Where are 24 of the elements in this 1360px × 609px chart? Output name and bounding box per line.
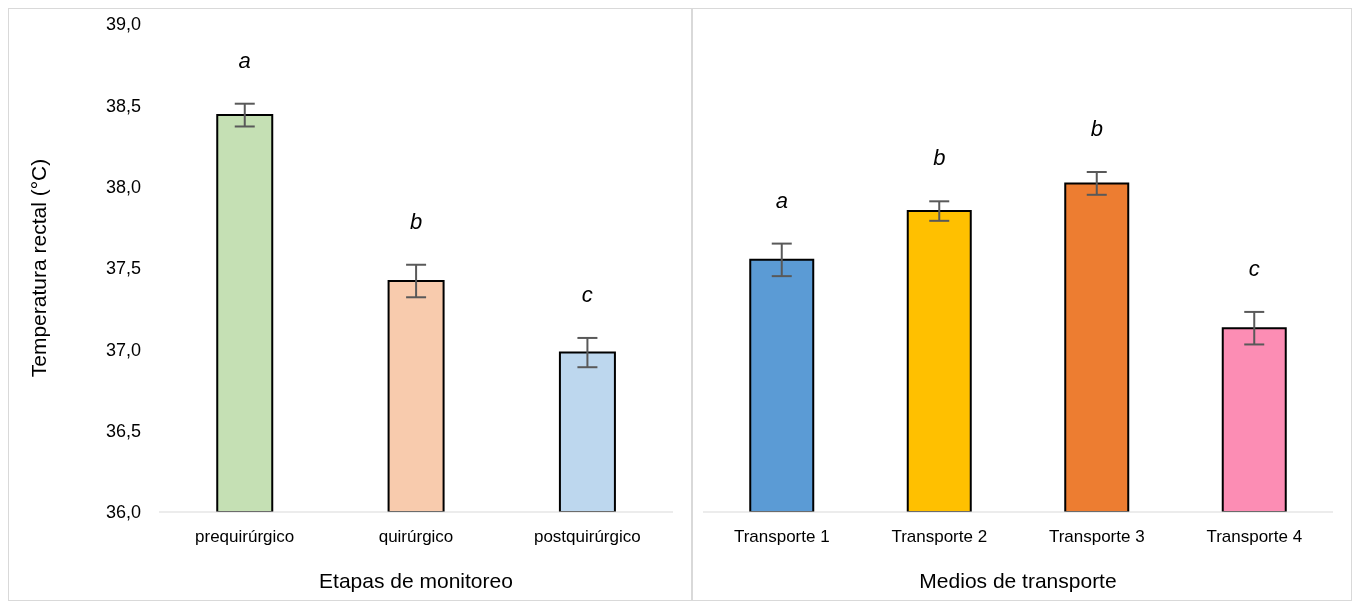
- y-tick-label: 36,5: [105, 421, 141, 442]
- annotation: b: [933, 145, 946, 171]
- y-tick-label: 36,0: [105, 502, 141, 523]
- y-tick-label: 38,0: [105, 177, 141, 198]
- annotation: a: [775, 187, 788, 213]
- y-tick-label: 38,5: [105, 95, 141, 116]
- annotation: b: [409, 208, 423, 234]
- y-axis-title: Temperatura rectal (°C): [27, 158, 51, 378]
- x-tick-label: quirúrgico: [378, 527, 454, 547]
- annotation: a: [238, 47, 251, 73]
- y-tick-label: 37,5: [105, 258, 141, 279]
- annotation: c: [1248, 255, 1260, 281]
- x-tick-label: postquirúrgico: [533, 527, 641, 547]
- x-tick-label: Transporte 2: [891, 527, 988, 547]
- annotation: b: [1090, 116, 1103, 142]
- x-axis-title: Etapas de monitoreo: [319, 569, 513, 592]
- x-tick-label: Transporte 4: [1206, 527, 1303, 547]
- y-tick-label: 37,0: [105, 339, 141, 360]
- annotation: c: [581, 281, 593, 307]
- x-tick-label: Transporte 3: [1048, 527, 1145, 547]
- x-tick-label: Transporte 1: [733, 527, 830, 547]
- x-tick-label: prequirúrgico: [195, 527, 295, 547]
- x-axis-title: Medios de transporte: [919, 569, 1117, 592]
- y-tick-label: 39,0: [105, 14, 141, 35]
